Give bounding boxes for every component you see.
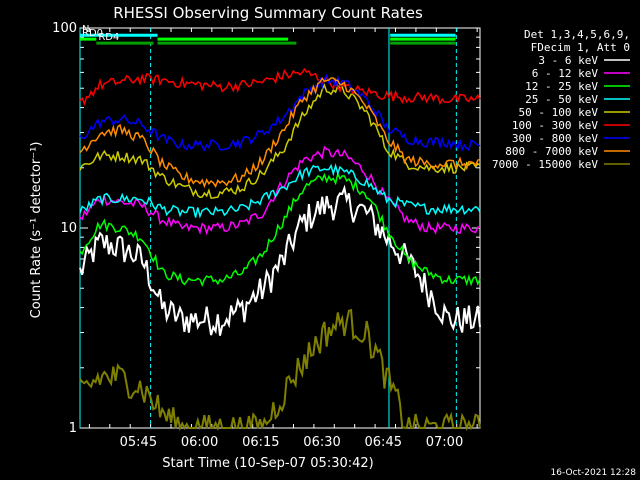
- flag-label: RD0: [82, 28, 103, 39]
- series-line: [79, 67, 481, 106]
- chart-title: RHESSI Observing Summary Count Rates: [113, 4, 423, 22]
- legend-label: 300 - 800 keV: [512, 132, 598, 145]
- legend-label: 50 - 100 keV: [519, 106, 599, 119]
- flag-label: N: [82, 24, 89, 35]
- series-line: [79, 145, 481, 236]
- legend: Det 1,3,4,5,6,9, FDecim 1, Att 0: [524, 28, 630, 54]
- flag-label: RD4: [98, 32, 119, 43]
- series-line: [79, 184, 481, 336]
- y-tick-label: 1: [69, 421, 77, 436]
- timestamp: 16-Oct-2021 12:28: [551, 468, 637, 478]
- legend-label: 7000 - 15000 keV: [492, 158, 598, 171]
- x-tick-label: 05:45: [120, 435, 157, 450]
- series-line: [79, 308, 481, 432]
- legend-label: 12 - 25 keV: [525, 80, 598, 93]
- legend-header-2: FDecim 1, Att 0: [531, 41, 630, 54]
- legend-label: 3 - 6 keV: [538, 54, 598, 67]
- legend-header-1: Det 1,3,4,5,6,9,: [524, 28, 630, 41]
- series-line: [79, 163, 481, 219]
- series-line: [79, 73, 481, 152]
- x-axis-title: Start Time (10-Sep-07 05:30:42): [162, 456, 373, 471]
- series-line: [79, 83, 481, 199]
- x-tick-label: 06:30: [303, 435, 340, 450]
- legend-label: 100 - 300 keV: [512, 119, 598, 132]
- series-line: [79, 77, 481, 189]
- legend-label: 6 - 12 keV: [532, 67, 599, 80]
- legend-label: 800 - 7000 keV: [505, 145, 598, 158]
- y-axis-title: Count Rate (s⁻¹ detector⁻¹): [29, 142, 44, 319]
- y-tick-label: 100: [52, 21, 77, 36]
- legend-label: 25 - 50 keV: [525, 93, 598, 106]
- x-tick-label: 06:45: [365, 435, 402, 450]
- x-tick-label: 06:00: [181, 435, 218, 450]
- y-tick-label: 10: [60, 221, 77, 236]
- x-tick-label: 06:15: [242, 435, 279, 450]
- series-line: [79, 171, 481, 288]
- x-tick-label: 07:00: [426, 435, 463, 450]
